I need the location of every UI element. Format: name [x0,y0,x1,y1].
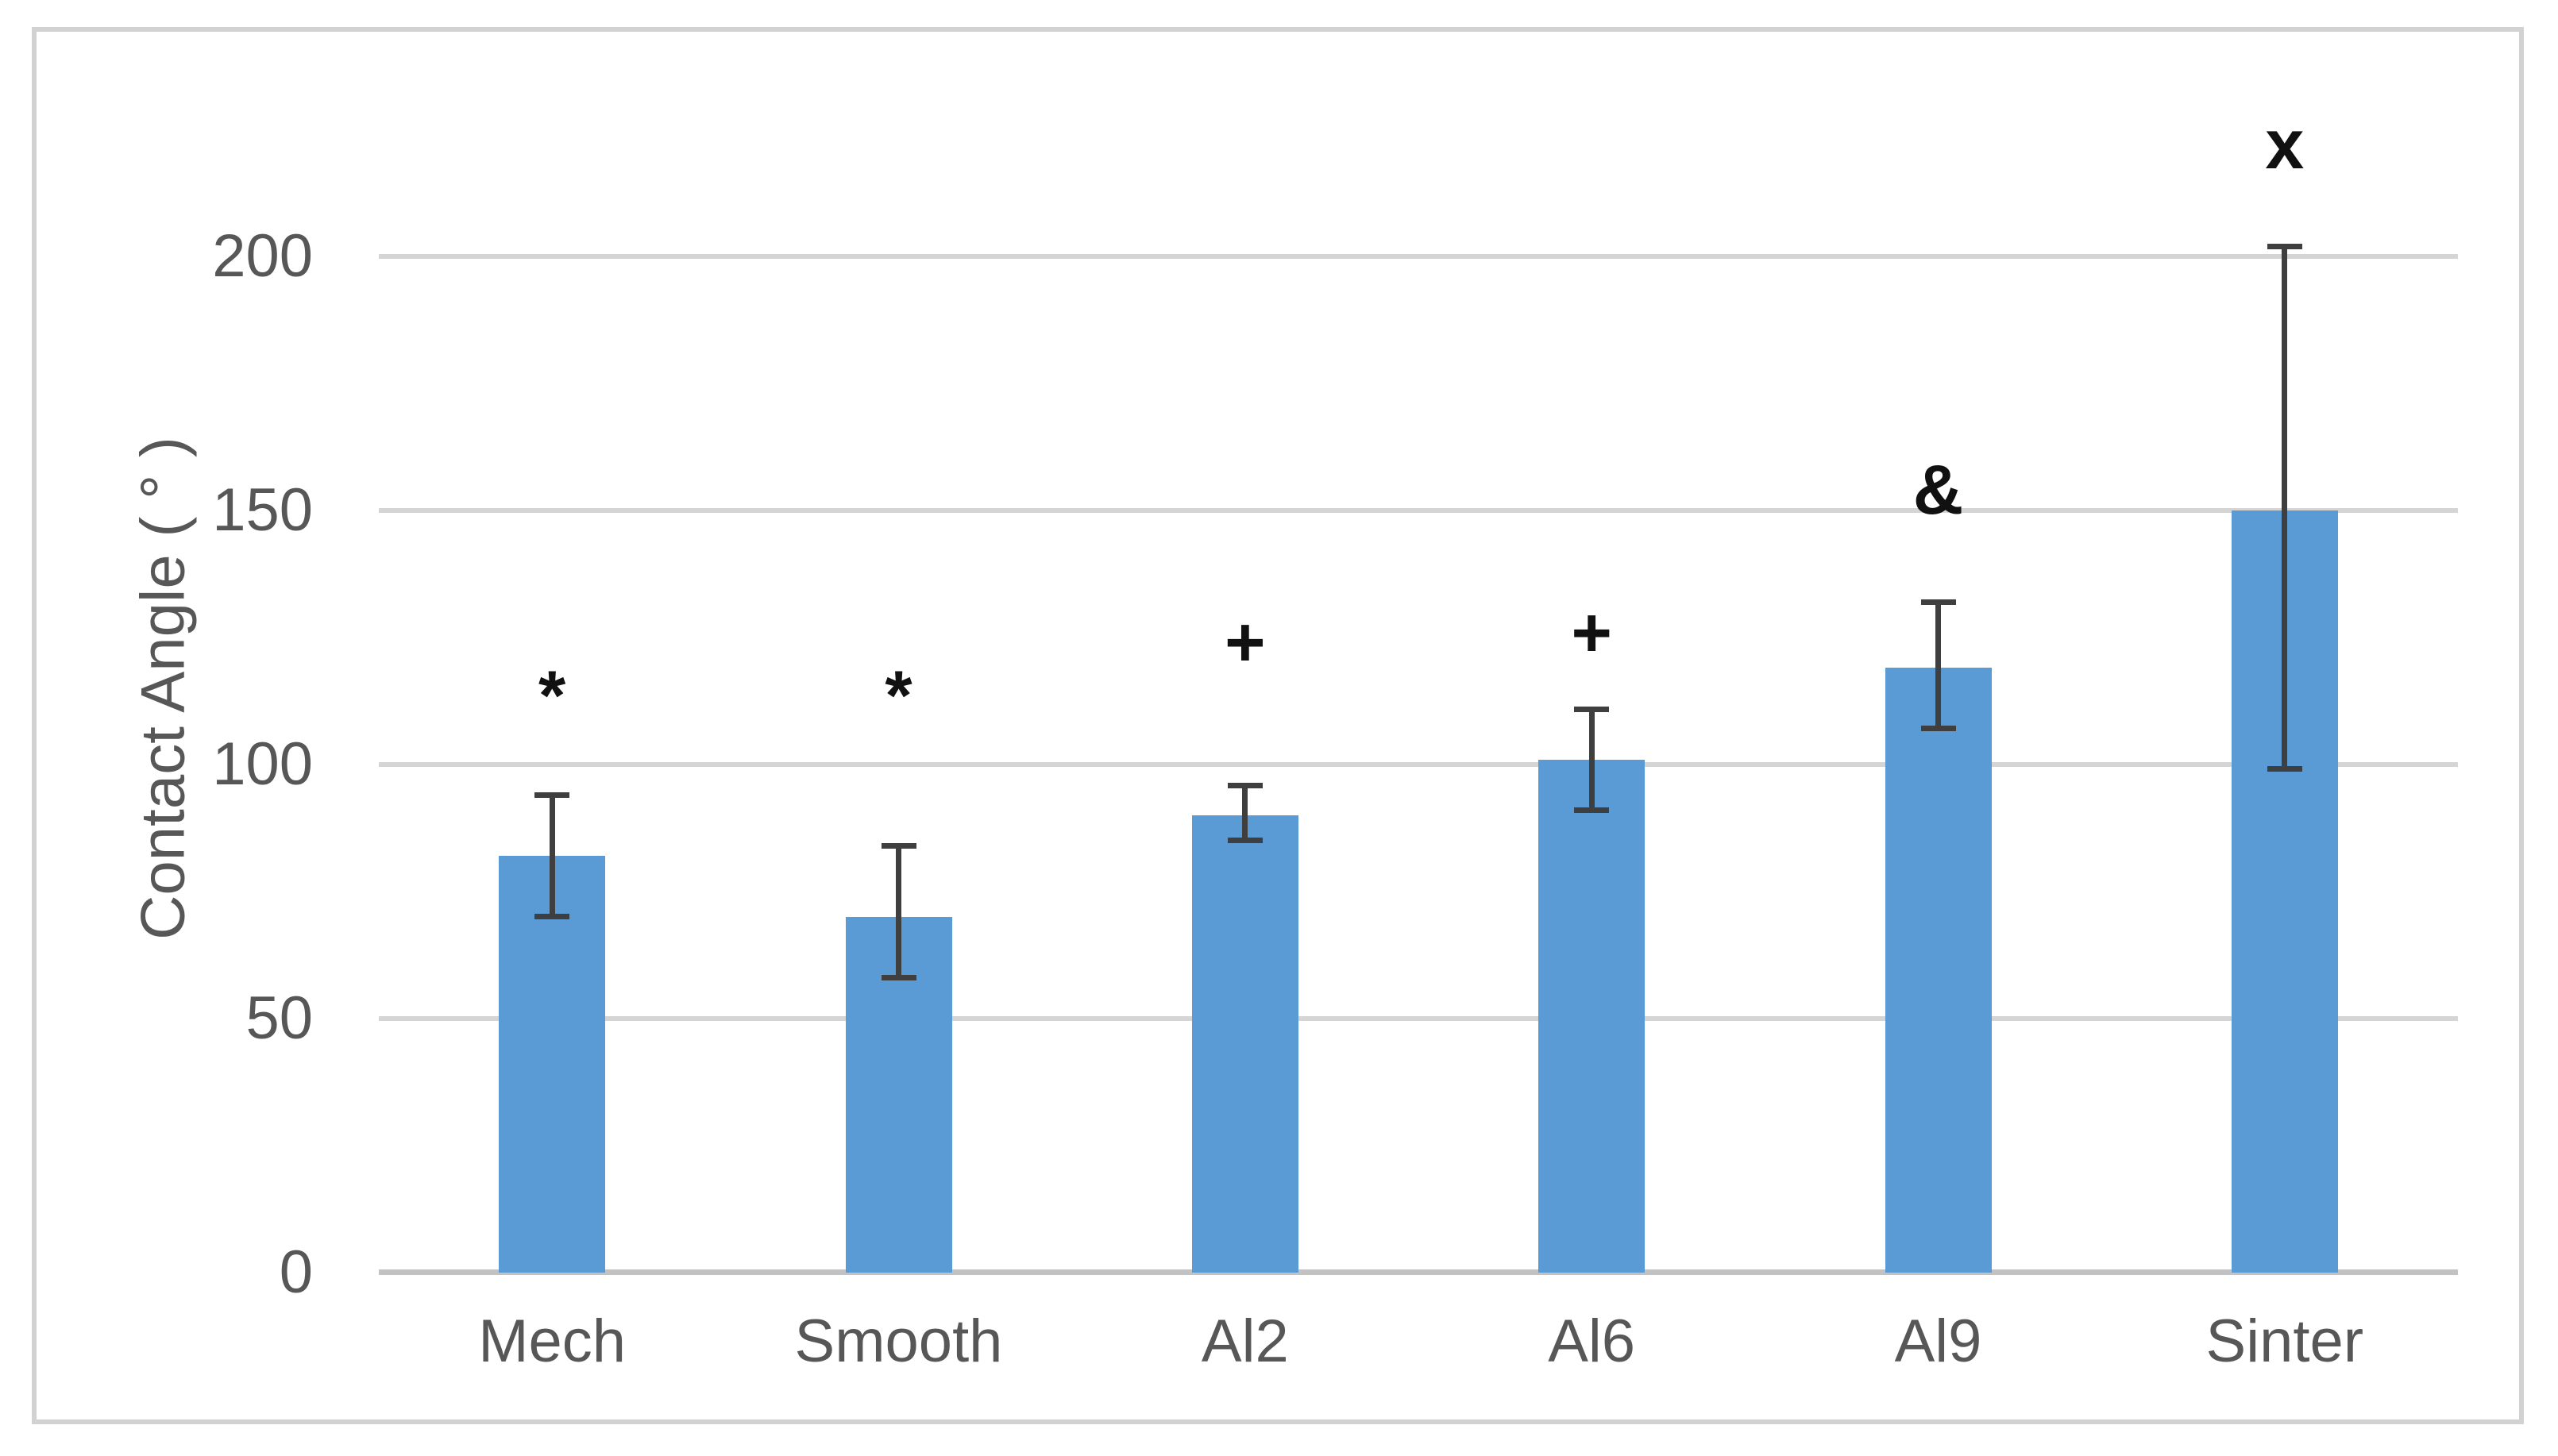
x-tick-label-al6: Al6 [1548,1308,1636,1375]
error-bar-bottom-cap-sinter [2267,766,2302,772]
annotation-mech: * [538,655,566,734]
y-tick-label-50: 50 [245,984,313,1052]
x-tick-label-sinter: Sinter [2205,1308,2364,1375]
error-bar-line-mech [549,795,555,917]
x-tick-label-al9: Al9 [1894,1308,1982,1375]
annotation-smooth: * [885,655,912,734]
error-bar-line-al9 [1935,602,1941,730]
x-tick-label-mech: Mech [478,1308,627,1375]
error-bar-line-smooth [896,845,901,978]
error-bar-line-al6 [1588,708,1595,811]
bar-mech [499,856,606,1273]
gridline-200 [379,254,2458,259]
error-bar-line-sinter [2282,246,2288,770]
x-tick-label-al2: Al2 [1201,1308,1289,1375]
error-bar-bottom-cap-al6 [1574,807,1610,813]
y-tick-label-100: 100 [212,730,313,798]
x-axis-line [379,1269,2458,1275]
bar-al9 [1885,668,1992,1273]
error-bar-line-al2 [1242,784,1248,841]
error-bar-bottom-cap-al2 [1227,838,1263,843]
error-bar-top-cap-mech [534,792,570,799]
annotation-al9: & [1912,450,1964,530]
plot-area: * * + + & x [379,104,2458,1275]
annotation-al6: + [1571,592,1612,672]
y-tick-label-0: 0 [279,1238,313,1306]
error-bar-top-cap-sinter [2267,244,2302,250]
bar-al2 [1191,815,1298,1273]
gridline-150 [379,508,2458,513]
x-tick-label-smooth: Smooth [794,1308,1003,1375]
error-bar-bottom-cap-smooth [881,974,916,980]
error-bar-top-cap-smooth [881,843,916,849]
annotation-al2: + [1225,603,1266,682]
annotation-sinter: x [2265,105,2305,184]
gridline-50 [379,1016,2458,1021]
error-bar-top-cap-al6 [1574,706,1610,712]
bar-al6 [1538,759,1646,1273]
error-bar-bottom-cap-mech [534,914,570,919]
error-bar-bottom-cap-al9 [1920,726,1956,732]
error-bar-top-cap-al9 [1920,599,1956,606]
gridline-100 [379,762,2458,767]
y-tick-label-150: 150 [212,476,313,544]
error-bar-top-cap-al2 [1227,782,1263,788]
y-tick-label-200: 200 [212,222,313,290]
